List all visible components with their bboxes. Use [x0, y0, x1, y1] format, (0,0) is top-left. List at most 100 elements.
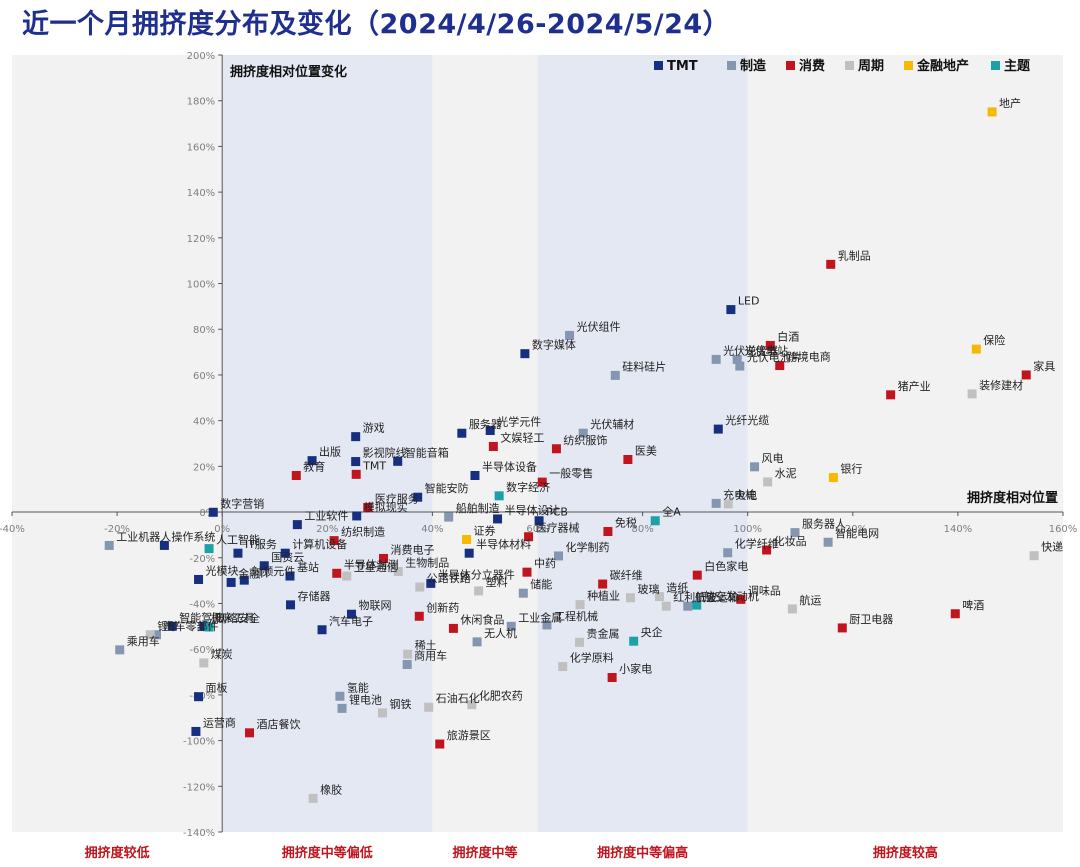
point-label: 碳纤维 [610, 568, 643, 582]
point-label: 医疗服务 [375, 491, 419, 505]
legend-swatch [991, 61, 1000, 70]
point-label: 机床工具 [211, 610, 255, 624]
point-label: 风电 [762, 452, 784, 465]
data-point [199, 658, 209, 668]
x-tick-label: 120% [839, 524, 868, 535]
y-tick-label: 120% [187, 234, 216, 245]
point-label: 航空运输 [695, 590, 739, 604]
data-point [1021, 370, 1031, 380]
data-point [259, 561, 269, 571]
point-label: 锂电池 [349, 692, 382, 706]
data-point [762, 545, 772, 555]
point-label: 消费电子 [391, 542, 435, 556]
legend: TMT 制造 消费 周期 金融地产 主题 [654, 58, 1031, 74]
legend-label: 周期 [858, 59, 884, 74]
data-point [826, 259, 836, 269]
point-label: 运营商 [203, 715, 236, 729]
data-point [435, 739, 445, 749]
data-point [472, 637, 482, 647]
data-point [735, 361, 745, 371]
point-label: 化学原料 [570, 651, 614, 665]
y-tick-label: -20% [189, 554, 215, 565]
data-point [711, 354, 721, 364]
point-label: 钢铁 [389, 698, 411, 711]
data-point [711, 498, 721, 508]
point-label: 医美 [635, 444, 657, 457]
x-tick-label: 80% [631, 524, 653, 535]
data-point [351, 469, 361, 479]
data-point [623, 454, 633, 464]
data-point [518, 588, 528, 598]
point-label: 小家电 [619, 662, 652, 676]
legend-label: TMT [667, 59, 698, 74]
zone-label: 拥挤度中等偏高 [597, 845, 688, 861]
data-point [713, 424, 723, 434]
point-label: 厨卫电器 [849, 613, 893, 626]
legend-label: 主题 [1004, 58, 1031, 74]
point-label: 半导体材料 [476, 537, 531, 551]
data-point [393, 566, 403, 576]
point-label: 船舶制造 [456, 501, 500, 515]
data-point [732, 354, 742, 364]
zone-band [747, 55, 1063, 832]
data-point [542, 620, 552, 630]
point-label: 白酒 [777, 329, 799, 343]
data-point [575, 600, 585, 610]
point-label: 跨境电商 [787, 350, 831, 364]
data-point [828, 473, 838, 483]
point-label: 半导体分立器件 [438, 567, 515, 581]
data-point [823, 537, 833, 547]
data-point [790, 528, 800, 538]
point-label: 光伏电池片 [747, 350, 802, 364]
point-label: 塑料 [486, 575, 508, 589]
legend-label: 金融地产 [916, 58, 969, 74]
zone-band [222, 55, 433, 832]
data-point [950, 609, 960, 619]
point-label: 硅料硅片 [622, 359, 666, 373]
data-point [377, 708, 387, 718]
point-label: 文娱轻工 [500, 430, 544, 444]
data-point [987, 107, 997, 117]
data-point [554, 551, 564, 561]
point-label: 化妆品 [774, 534, 807, 548]
data-point [603, 526, 613, 536]
point-label: 影视院线 [363, 446, 407, 460]
zone-band [432, 55, 538, 832]
data-point [750, 462, 760, 472]
y-tick-label: 160% [187, 142, 216, 153]
data-point [485, 425, 495, 435]
legend-label: 消费 [799, 58, 825, 74]
y-tick-label: 140% [187, 188, 216, 199]
legend-label: 制造 [740, 58, 767, 74]
point-label: 出版 [319, 445, 341, 459]
data-point [837, 623, 847, 633]
data-point [448, 623, 458, 633]
point-label: 半导体设备 [482, 459, 537, 473]
zone-labels: 拥挤度较低 拥挤度中等偏低 拥挤度中等 拥挤度中等偏高 拥挤度较高 [85, 845, 938, 861]
data-point [551, 444, 561, 454]
zone-label: 拥挤度较低 [85, 845, 150, 861]
point-label: 网络安全 [216, 611, 260, 625]
data-point [292, 520, 302, 530]
y-tick-label: 20% [193, 462, 215, 473]
data-point [683, 601, 693, 611]
data-point [967, 389, 977, 399]
point-label: 光伏辅材 [590, 417, 634, 431]
point-label: 国资云 [271, 551, 304, 564]
point-label: 数字媒体 [532, 338, 576, 352]
point-label: 玻璃 [638, 582, 660, 596]
data-point [159, 540, 169, 550]
point-label: 服务器 [469, 418, 502, 431]
point-label: 央企 [641, 625, 663, 639]
x-axis-label: 拥挤度相对位置 [967, 490, 1058, 506]
point-label: 创新药 [426, 600, 459, 614]
point-label: 工业金属 [518, 610, 562, 624]
point-label: 航空发动机 [704, 589, 759, 603]
legend-swatch [654, 61, 663, 70]
x-tick-label: 60% [526, 524, 548, 535]
data-point [286, 600, 296, 610]
point-label: 乳制品 [838, 249, 871, 262]
data-point [692, 570, 702, 580]
point-label: LED [738, 295, 760, 308]
point-label: 游戏 [363, 422, 385, 435]
